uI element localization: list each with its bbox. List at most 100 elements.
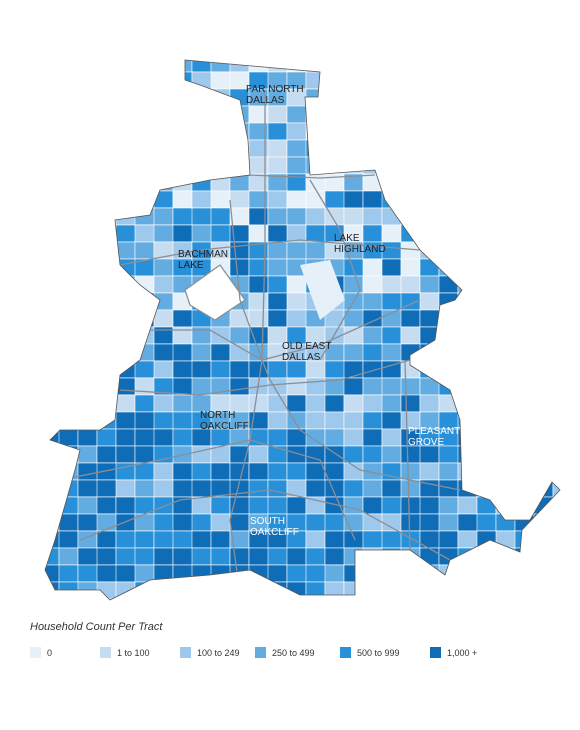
tract	[381, 60, 402, 73]
tract	[229, 156, 250, 175]
tract	[134, 173, 155, 192]
tract	[96, 428, 117, 447]
tract	[96, 258, 117, 277]
tract	[476, 224, 516, 243]
tract	[58, 360, 79, 379]
tract	[552, 190, 560, 209]
tract	[77, 258, 117, 277]
tract	[115, 479, 136, 498]
tract	[134, 241, 155, 260]
tract	[419, 60, 440, 73]
tract	[286, 224, 307, 243]
tract	[343, 71, 383, 90]
legend: 0 1 to 100 100 to 249 250 to 499 500 to 999 1…	[30, 647, 477, 658]
tract	[400, 207, 421, 226]
tract	[305, 60, 345, 73]
tract	[77, 292, 98, 311]
tract	[476, 139, 497, 158]
tract	[229, 241, 250, 260]
tract	[210, 530, 231, 549]
tract	[286, 411, 307, 430]
tract	[400, 88, 421, 107]
tract	[476, 496, 497, 515]
tract	[457, 547, 478, 566]
tract	[343, 598, 364, 600]
tract	[45, 122, 60, 141]
tract	[438, 343, 459, 362]
tract	[191, 156, 212, 175]
tract	[286, 496, 307, 515]
tract	[381, 88, 421, 107]
tract	[457, 207, 497, 226]
tract	[305, 547, 326, 566]
tract	[495, 513, 516, 532]
tract	[514, 411, 535, 430]
tract	[476, 428, 497, 447]
road	[309, 179, 361, 361]
tract	[324, 156, 345, 175]
tract	[96, 343, 117, 362]
tract	[267, 564, 288, 583]
tract	[286, 462, 307, 481]
tract	[229, 598, 250, 600]
tract	[552, 275, 560, 294]
tract	[476, 326, 516, 345]
tract	[438, 122, 459, 141]
tract	[45, 581, 60, 600]
legend-swatch	[255, 647, 266, 658]
tract	[58, 326, 98, 345]
tract	[153, 207, 174, 226]
legend-label: 500 to 999	[357, 648, 400, 658]
legend-label: 0	[47, 648, 52, 658]
tract	[286, 445, 307, 464]
tract	[362, 60, 383, 73]
area-label: FAR NORTH DALLAS	[246, 84, 304, 106]
tract	[400, 122, 440, 141]
tract	[438, 496, 459, 515]
tract	[476, 275, 497, 294]
tract	[58, 275, 98, 294]
tract	[267, 60, 288, 73]
tract	[191, 462, 212, 481]
tract	[191, 139, 231, 158]
tract	[381, 394, 402, 413]
tract	[362, 547, 402, 566]
tract	[267, 156, 288, 175]
tract	[58, 241, 79, 260]
tract	[324, 122, 364, 141]
tract	[210, 190, 231, 209]
tract	[552, 581, 560, 600]
tract	[153, 139, 193, 158]
tract	[191, 547, 212, 566]
tract	[533, 258, 554, 277]
tract	[438, 394, 459, 413]
tract	[400, 258, 421, 277]
tract	[362, 88, 383, 107]
tract	[495, 326, 516, 345]
tract	[438, 309, 478, 328]
tract	[476, 258, 497, 277]
tract	[267, 479, 288, 498]
area-label: BACHMAN LAKE	[178, 249, 228, 271]
tract	[476, 564, 497, 583]
tract	[77, 377, 117, 396]
road	[119, 359, 411, 396]
tract	[514, 71, 554, 90]
area-label: PLEASANT GROVE	[408, 426, 460, 448]
tract	[400, 105, 421, 124]
tract	[362, 428, 383, 447]
tract	[476, 122, 516, 141]
legend-label: 250 to 499	[272, 648, 315, 658]
tract	[552, 71, 560, 90]
lake	[300, 260, 345, 320]
tract	[495, 241, 516, 260]
tract	[267, 309, 288, 328]
tract	[134, 598, 155, 600]
tract	[324, 564, 345, 583]
tract	[476, 445, 516, 464]
tract	[229, 258, 250, 277]
tract	[457, 496, 478, 515]
tract	[77, 275, 98, 294]
tract	[400, 581, 421, 600]
tract	[172, 60, 193, 73]
